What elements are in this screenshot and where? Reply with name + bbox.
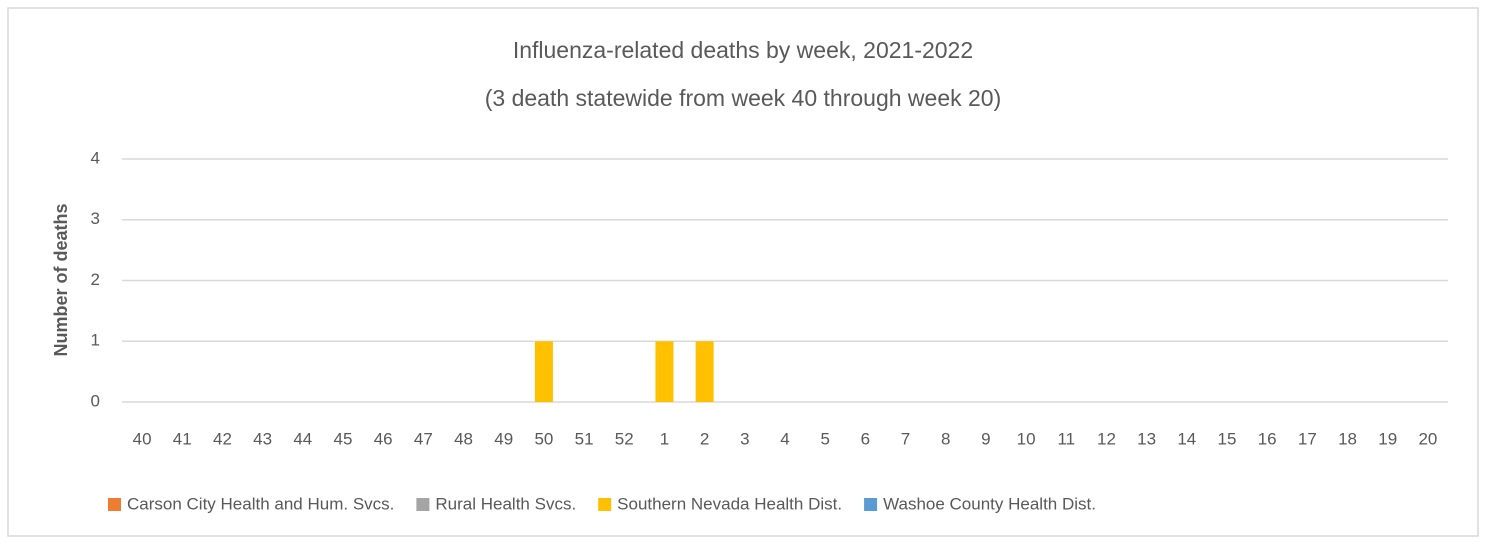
legend-swatch — [416, 498, 430, 511]
x-tick-label: 2 — [700, 429, 709, 448]
x-tick-label: 8 — [941, 429, 950, 448]
y-tick-label: 2 — [91, 270, 100, 289]
chart-subtitle: (3 death statewide from week 40 through … — [485, 85, 1002, 111]
x-tick-label: 14 — [1177, 429, 1196, 448]
x-tick-label: 45 — [334, 429, 353, 448]
chart-title: Influenza-related deaths by week, 2021-2… — [513, 37, 973, 63]
x-tick-label: 11 — [1057, 429, 1075, 448]
x-tick-label: 50 — [534, 429, 553, 448]
x-tick-label: 13 — [1137, 429, 1156, 448]
x-tick-label: 15 — [1218, 429, 1237, 448]
y-tick-label: 3 — [91, 209, 100, 228]
x-tick-label: 42 — [213, 429, 232, 448]
x-tick-label: 51 — [575, 429, 594, 448]
x-tick-label: 44 — [293, 429, 312, 448]
legend-label: Carson City Health and Hum. Svcs. — [127, 494, 394, 513]
x-tick-label: 43 — [253, 429, 272, 448]
legend-label: Rural Health Svcs. — [435, 494, 576, 513]
x-tick-label: 7 — [901, 429, 910, 448]
x-tick-label: 9 — [981, 429, 990, 448]
y-tick-label: 4 — [91, 148, 100, 167]
y-tick-label: 0 — [91, 391, 100, 410]
x-tick-label: 40 — [133, 429, 152, 448]
legend-swatch — [864, 498, 878, 511]
x-tick-label: 47 — [414, 429, 433, 448]
x-tick-label: 16 — [1258, 429, 1277, 448]
x-tick-label: 6 — [861, 429, 870, 448]
legend-label: Southern Nevada Health Dist. — [617, 494, 842, 513]
legend-swatch — [598, 498, 612, 511]
bar-segment — [655, 341, 674, 402]
x-tick-label: 18 — [1338, 429, 1357, 448]
x-tick-label: 1 — [660, 429, 669, 448]
x-tick-label: 52 — [615, 429, 634, 448]
bar-segment — [534, 341, 553, 402]
y-axis-label: Number of deaths — [51, 203, 71, 356]
x-tick-label: 5 — [820, 429, 829, 448]
x-tick-label: 46 — [374, 429, 393, 448]
x-tick-label: 4 — [780, 429, 789, 448]
y-tick-label: 1 — [91, 331, 100, 350]
legend-label: Washoe County Health Dist. — [883, 494, 1096, 513]
legend-swatch — [108, 498, 121, 511]
chart-frame — [7, 7, 1479, 537]
x-tick-label: 3 — [740, 429, 749, 448]
x-tick-label: 20 — [1418, 429, 1437, 448]
x-tick-label: 19 — [1378, 429, 1397, 448]
bar-segment — [695, 341, 714, 402]
x-tick-label: 49 — [494, 429, 513, 448]
x-tick-label: 41 — [173, 429, 192, 448]
x-tick-label: 48 — [454, 429, 473, 448]
x-tick-label: 10 — [1017, 429, 1036, 448]
x-tick-label: 12 — [1097, 429, 1116, 448]
x-tick-label: 17 — [1298, 429, 1317, 448]
